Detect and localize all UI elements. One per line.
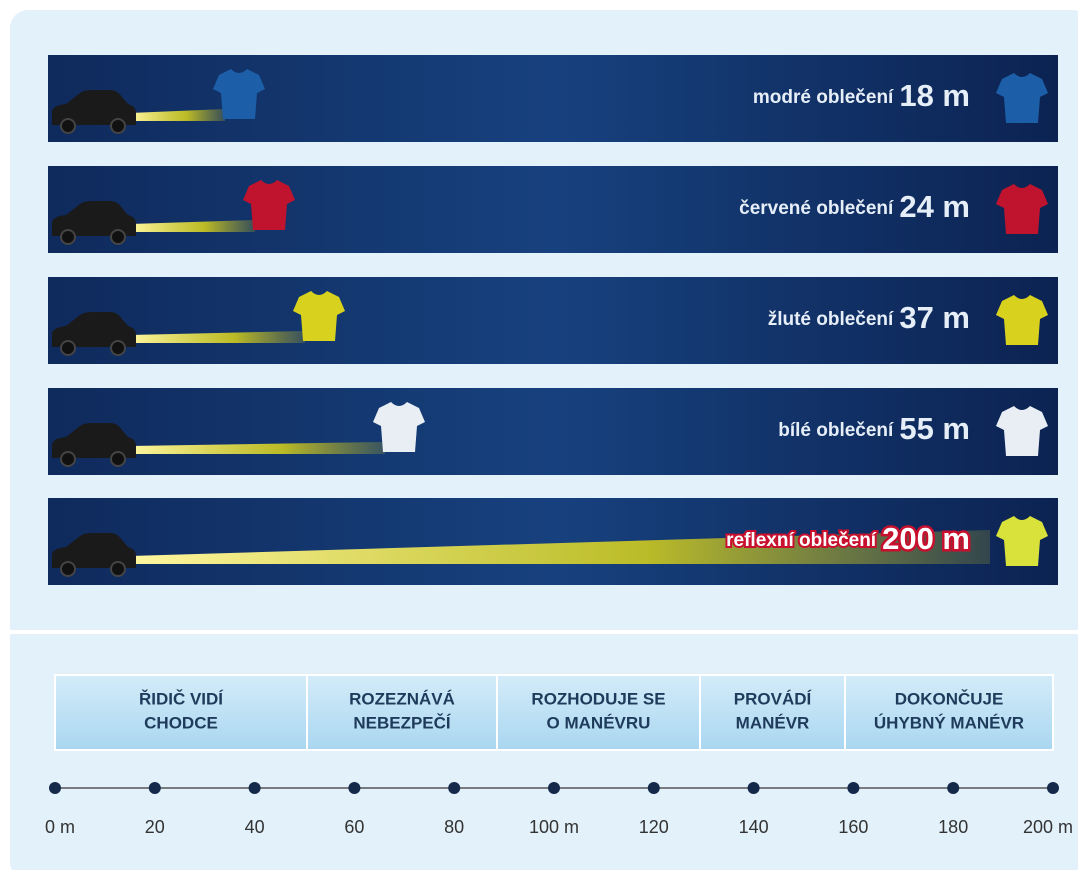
car-wheel [110, 340, 126, 356]
axis-dot [647, 782, 660, 794]
shirt-icon [996, 295, 1048, 345]
shirt-icon [996, 516, 1048, 566]
phase-text: CHODCE [144, 713, 218, 732]
shirt-icon [996, 406, 1048, 456]
shirt [213, 69, 265, 119]
distance: 37 m [899, 300, 970, 335]
row-label: modré oblečení 18 m [753, 78, 970, 113]
phase-text: O MANÉVRU [547, 713, 651, 732]
car [52, 90, 136, 125]
axis-dot [747, 782, 760, 794]
axis-dot [148, 782, 161, 794]
car [52, 423, 136, 458]
row-label: bílé oblečení 55 m [778, 411, 970, 446]
car-wheel [110, 118, 126, 134]
axis-label: 100 m [529, 817, 579, 837]
light-beam [130, 530, 990, 564]
light-beam [130, 442, 385, 454]
phase-text: ÚHYBNÝ MANÉVR [874, 713, 1024, 732]
row-background [48, 277, 1058, 364]
car-wheel [60, 340, 76, 356]
light-beam [130, 331, 305, 343]
phase-text: ROZEZNÁVÁ [349, 689, 455, 708]
car [52, 533, 136, 568]
phase-text: MANÉVR [736, 713, 810, 732]
phase-text: ŘIDIČ VIDÍ [139, 689, 224, 708]
car-wheel [110, 451, 126, 467]
distance: 55 m [899, 411, 970, 446]
car [52, 312, 136, 347]
axis-label: 40 [245, 817, 265, 837]
axis-dot [348, 782, 361, 794]
phase-box [496, 674, 701, 751]
phase-text: ROZHODUJE SE [531, 689, 665, 708]
axis-dot [248, 782, 261, 794]
axis-label: 140 [739, 817, 769, 837]
axis-label: 0 m [45, 817, 75, 837]
car-wheel [60, 561, 76, 577]
axis-label: 20 [145, 817, 165, 837]
row-background [48, 166, 1058, 253]
car-wheel [60, 229, 76, 245]
phase-box [54, 674, 308, 751]
axis-dot [847, 782, 860, 794]
row-background [48, 388, 1058, 475]
phase-text: DOKONČUJE [895, 689, 1004, 708]
clothing-label: žluté oblečení [768, 309, 894, 330]
row-label: žluté oblečení 37 m [768, 300, 970, 335]
axis-label: 180 [938, 817, 968, 837]
phase-box [699, 674, 846, 751]
row-label: reflexní oblečení 200 m [726, 521, 970, 556]
shirt [373, 402, 425, 452]
phase-text: NEBEZPEČÍ [353, 713, 452, 732]
clothing-label: reflexní oblečení [726, 530, 877, 551]
row-background [48, 55, 1058, 142]
clothing-label: modré oblečení [753, 87, 894, 108]
phase-box [306, 674, 498, 751]
distance: 24 m [899, 189, 970, 224]
car-wheel [110, 561, 126, 577]
shirt-icon [996, 73, 1048, 123]
light-beam [130, 220, 255, 232]
axis-label: 60 [344, 817, 364, 837]
axis-dot [947, 782, 960, 794]
axis-label: 160 [838, 817, 868, 837]
light-beam [130, 109, 225, 121]
clothing-label: červené oblečení [739, 198, 894, 219]
car-wheel [60, 118, 76, 134]
shirt [293, 291, 345, 341]
row-label: červené oblečení 24 m [739, 189, 970, 224]
shirt-icon [996, 184, 1048, 234]
axis-dot [448, 782, 461, 794]
axis-label: 120 [639, 817, 669, 837]
axis-label: 80 [444, 817, 464, 837]
axis-dot [1047, 782, 1059, 794]
shirt [243, 180, 295, 230]
clothing-label: bílé oblečení [778, 420, 894, 441]
axis-label: 200 m [1023, 817, 1073, 837]
car [52, 201, 136, 236]
distance: 200 m [882, 521, 970, 556]
car-wheel [110, 229, 126, 245]
axis-dot [548, 782, 560, 794]
axis-dot [49, 782, 61, 794]
distance: 18 m [899, 78, 970, 113]
phase-box [844, 674, 1054, 751]
car-wheel [60, 451, 76, 467]
phase-text: PROVÁDÍ [734, 689, 813, 708]
